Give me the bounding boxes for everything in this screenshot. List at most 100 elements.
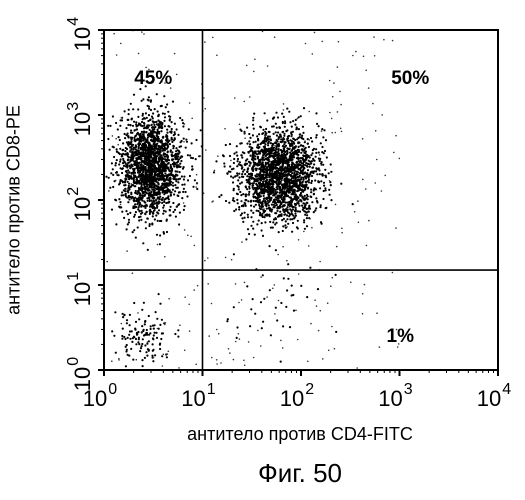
event-dot [155,214,157,216]
event-dot [149,200,151,202]
event-dot [303,221,305,223]
event-dot [216,55,218,57]
event-dot [257,201,259,203]
event-dot [163,204,165,206]
event-dot [228,348,230,350]
event-dot [307,208,309,210]
event-dot [128,109,130,111]
event-dot [253,200,255,202]
event-dot [253,206,255,208]
event-dot [309,161,311,163]
event-dot [316,201,318,203]
event-dot [238,173,240,175]
event-dot [131,138,133,140]
event-dot [279,211,281,213]
event-dot [156,123,158,125]
event-dot [250,210,252,212]
event-dot [179,171,181,173]
event-dot [274,192,276,194]
event-dot [292,189,294,191]
event-dot [150,191,152,193]
event-dot [153,357,155,359]
event-dot [254,192,256,194]
event-dot [298,146,300,148]
event-dot [290,139,292,141]
event-dot [181,140,183,142]
event-dot [241,241,243,243]
event-dot [129,212,131,214]
event-dot [144,177,146,179]
event-dot [157,212,159,214]
event-dot [257,156,259,158]
event-dot [135,321,137,323]
event-dot [275,189,277,191]
event-dot [249,187,251,189]
event-dot [252,157,254,159]
event-dot [168,298,170,300]
event-dot [137,108,139,110]
event-dot [335,274,337,276]
event-dot [143,188,145,190]
event-dot [237,158,239,160]
event-dot [276,167,278,169]
event-dot [170,181,172,183]
event-dot [139,188,141,190]
event-dot [275,164,277,166]
event-dot [197,285,199,287]
event-dot [253,357,255,359]
event-dot [153,143,155,145]
event-dot [292,222,294,224]
event-dot [156,150,158,152]
event-dot [261,202,263,204]
event-dot [146,169,148,171]
event-dot [266,296,268,298]
event-dot [256,168,258,170]
event-dot [194,179,196,181]
event-dot [296,153,298,155]
event-dot [274,212,276,214]
event-dot [310,323,312,325]
event-dot [166,220,168,222]
event-dot [233,306,235,308]
event-dot [216,329,218,331]
event-dot [315,112,317,114]
event-dot [185,147,187,149]
event-dot [239,338,241,340]
event-dot [362,293,364,295]
event-dot [124,181,126,183]
event-dot [270,138,272,140]
event-dot [174,163,176,165]
event-dot [272,153,274,155]
event-dot [213,171,215,173]
event-dot [124,137,126,139]
event-dot [340,183,342,185]
event-dot [157,182,159,184]
event-dot [252,119,254,121]
event-dot [125,162,127,164]
event-dot [286,226,288,228]
event-dot [273,167,275,169]
event-dot [244,365,246,367]
event-dot [270,169,272,171]
event-dot [229,143,231,145]
event-dot [278,231,280,233]
event-dot [265,204,267,206]
event-dot [251,147,253,149]
event-dot [195,158,197,160]
event-dot [247,214,249,216]
event-dot [144,323,146,325]
event-dot [150,109,152,111]
y-tick-label-group: 102 [65,187,95,221]
event-dot [128,198,130,200]
event-dot [127,201,129,203]
event-dot [309,267,311,269]
event-dot [316,305,318,307]
event-dot [399,158,401,160]
event-dot [280,203,282,205]
event-dot [109,125,111,127]
event-dot [112,115,114,117]
event-dot [160,130,162,132]
event-dot [128,219,130,221]
event-dot [379,346,381,348]
event-dot [130,160,132,162]
